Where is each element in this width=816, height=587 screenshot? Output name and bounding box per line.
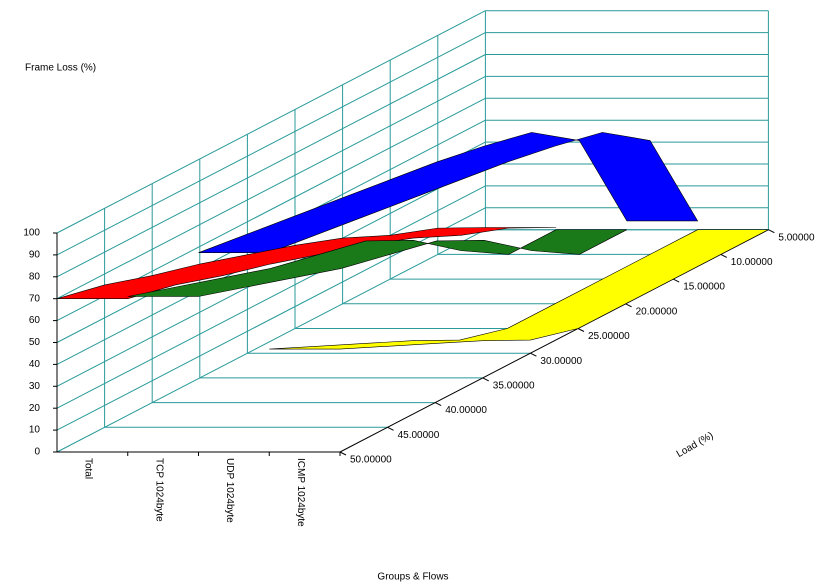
y-tick-label: 20: [29, 403, 41, 414]
grid-line: [56, 54, 486, 278]
y-tick-label: 0: [34, 447, 40, 458]
group-label: ICMP 1024byte: [295, 458, 306, 527]
y-tick-label: 80: [29, 271, 41, 282]
group-label: TCP 1024byte: [153, 458, 164, 522]
depth-tick-label: 45.00000: [398, 430, 440, 441]
group-label: UDP 1024byte: [224, 458, 235, 523]
depth-tick-label: 10.00000: [731, 257, 773, 268]
depth-tick: [720, 253, 728, 258]
y-tick-label: 30: [29, 381, 41, 392]
y-tick-label: 70: [29, 293, 41, 304]
depth-tick: [482, 377, 490, 382]
depth-tick-label: 5.00000: [778, 232, 815, 243]
depth-tick: [577, 328, 585, 332]
ribbon: [269, 229, 769, 350]
depth-tick: [672, 278, 680, 283]
grid-line: [56, 185, 486, 409]
depth-tick-label: 35.00000: [493, 381, 535, 392]
group-label: Total: [83, 458, 94, 479]
depth-tick: [434, 402, 442, 407]
y-tick-label: 60: [29, 315, 41, 326]
grid-line: [56, 32, 486, 256]
depth-axis-title: Load (%): [675, 430, 716, 460]
y-axis-title: Frame Loss (%): [25, 63, 96, 74]
ribbon: [127, 229, 628, 297]
y-tick-label: 40: [29, 359, 41, 370]
x-axis-title: Groups & Flows: [377, 572, 448, 583]
y-tick-label: 90: [29, 250, 41, 261]
depth-tick: [768, 229, 775, 234]
grid-line: [56, 10, 486, 234]
y-tick-label: 100: [23, 228, 40, 239]
grid-line: [56, 229, 486, 453]
depth-tick-label: 25.00000: [588, 331, 630, 342]
depth-tick-label: 30.00000: [540, 356, 582, 367]
depth-tick: [625, 303, 632, 308]
depth-tick-label: 50.00000: [350, 455, 392, 466]
depth-tick: [387, 426, 394, 431]
grid-line: [56, 75, 486, 300]
ribbon: [56, 227, 557, 300]
depth-tick-label: 40.00000: [445, 405, 487, 416]
y-tick-label: 50: [29, 337, 41, 348]
depth-tick: [530, 352, 537, 357]
depth-tick: [339, 451, 347, 456]
depth-tick-label: 15.00000: [683, 282, 725, 293]
y-tick-label: 10: [29, 425, 41, 436]
depth-tick-label: 20.00000: [636, 306, 678, 317]
